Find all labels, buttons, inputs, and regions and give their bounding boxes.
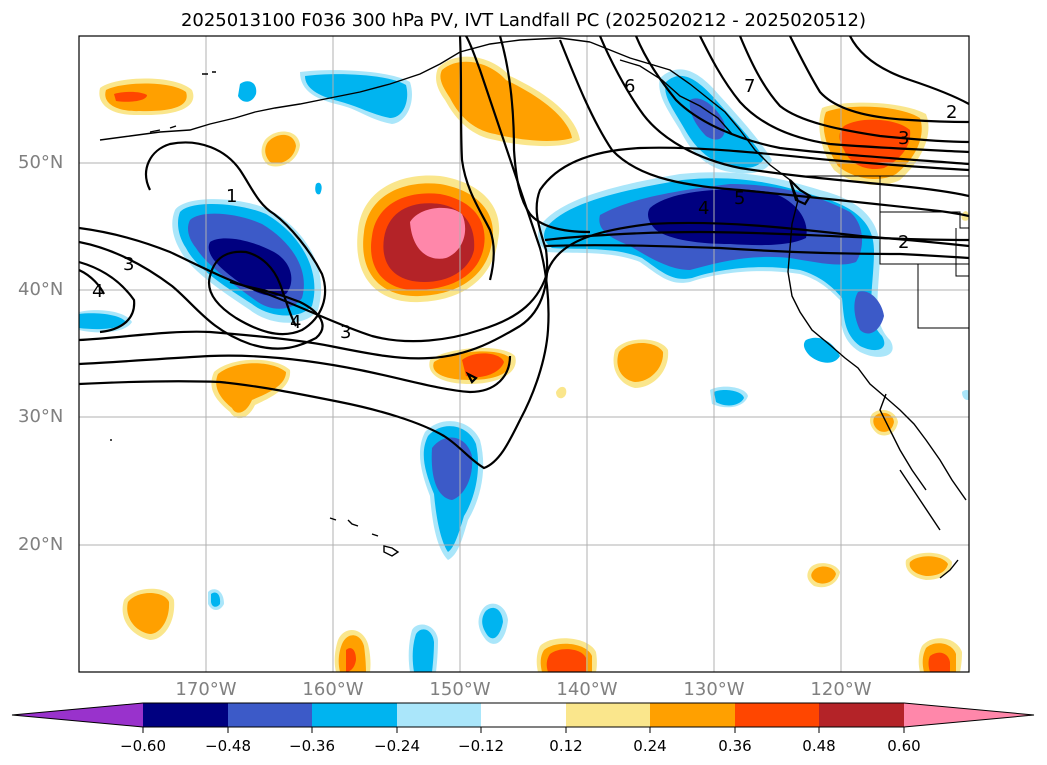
lon-label: 130°W — [683, 679, 745, 700]
colorbar-extend-low — [12, 703, 143, 727]
colorbar-tick-label: −0.60 — [120, 737, 166, 755]
contour-label: 6 — [624, 76, 635, 97]
plot-frame — [78, 35, 970, 673]
colorbar-tick-label: 0.24 — [633, 737, 667, 755]
contour-labels: 1 3 4 4 3 6 7 2 3 4 5 2 — [92, 76, 957, 343]
colorbar-tick-label: 0.36 — [718, 737, 752, 755]
colorbar-tick-label: 0.12 — [549, 737, 583, 755]
colorbar-tick-label: −0.12 — [458, 737, 504, 755]
contour-label: 2 — [946, 102, 957, 123]
lat-label: 30°N — [18, 406, 64, 427]
contour-label: 4 — [290, 312, 301, 333]
contour-label: 2 — [898, 232, 909, 253]
colorbar-tick-label: −0.24 — [374, 737, 420, 755]
contour-label: 4 — [698, 198, 709, 219]
coastlines — [99, 37, 967, 579]
colorbar-tick-label: −0.36 — [289, 737, 335, 755]
map-title: 2025013100 F036 300 hPa PV, IVT Landfall… — [180, 10, 867, 31]
lon-label: 170°W — [175, 679, 237, 700]
contour-label: 7 — [744, 76, 755, 97]
contour-label: 3 — [898, 128, 909, 149]
contour-label: 5 — [734, 188, 745, 209]
lat-label: 40°N — [18, 279, 64, 300]
lon-label: 160°W — [302, 679, 364, 700]
lon-label: 150°W — [429, 679, 491, 700]
pv-contours — [79, 36, 969, 470]
pc-shading — [79, 56, 969, 672]
colorbar — [11, 702, 1035, 733]
colorbar-tick-label: 0.48 — [802, 737, 836, 755]
lat-label: 50°N — [18, 152, 64, 173]
contour-label: 3 — [123, 254, 134, 275]
lat-label: 20°N — [18, 534, 64, 555]
contour-label: 1 — [226, 186, 237, 207]
contour-label: 3 — [340, 322, 351, 343]
colorbar-extend-high — [904, 703, 1034, 727]
colorbar-tick-label: 0.60 — [887, 737, 921, 755]
lon-label: 120°W — [810, 679, 872, 700]
colorbar-tick-label: −0.48 — [205, 737, 251, 755]
lon-label: 140°W — [556, 679, 618, 700]
contour-label: 4 — [92, 281, 103, 302]
